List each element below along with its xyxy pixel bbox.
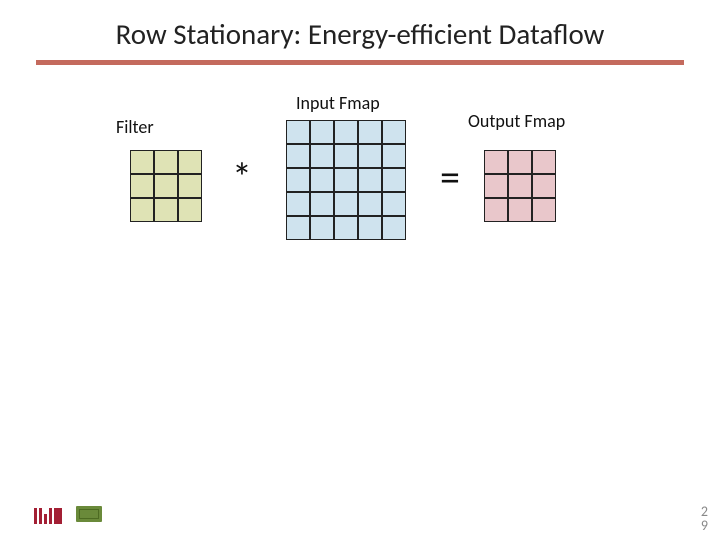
grid-cell bbox=[334, 168, 358, 192]
chip-icon bbox=[76, 506, 102, 522]
grid-cell bbox=[310, 144, 334, 168]
grid-cell bbox=[334, 144, 358, 168]
input-fmap-grid bbox=[286, 120, 406, 240]
grid-cell bbox=[178, 150, 202, 174]
footer-logos bbox=[34, 503, 102, 524]
grid-cell bbox=[358, 216, 382, 240]
grid-cell bbox=[532, 174, 556, 198]
grid-cell bbox=[382, 216, 406, 240]
page-number: 2 9 bbox=[701, 505, 708, 534]
page-number-bottom: 9 bbox=[701, 519, 708, 534]
grid-cell bbox=[508, 150, 532, 174]
grid-cell bbox=[508, 174, 532, 198]
grid-cell bbox=[310, 168, 334, 192]
grid-cell bbox=[130, 150, 154, 174]
grid-cell bbox=[154, 198, 178, 222]
grid-cell bbox=[178, 174, 202, 198]
grid-cell bbox=[154, 150, 178, 174]
input-fmap-label: Input Fmap bbox=[296, 92, 380, 114]
grid-cell bbox=[484, 150, 508, 174]
grid-cell bbox=[178, 198, 202, 222]
grid-cell bbox=[130, 174, 154, 198]
grid-cell bbox=[154, 174, 178, 198]
grid-cell bbox=[358, 144, 382, 168]
output-fmap-label: Output Fmap bbox=[468, 110, 565, 132]
grid-cell bbox=[286, 192, 310, 216]
filter-grid bbox=[130, 150, 202, 222]
grid-cell bbox=[130, 198, 154, 222]
grid-cell bbox=[382, 192, 406, 216]
output-fmap-grid bbox=[484, 150, 556, 222]
grid-cell bbox=[508, 198, 532, 222]
grid-cell bbox=[382, 144, 406, 168]
grid-cell bbox=[334, 216, 358, 240]
conv-operator: * bbox=[232, 158, 252, 198]
grid-cell bbox=[286, 144, 310, 168]
grid-cell bbox=[532, 198, 556, 222]
grid-cell bbox=[484, 198, 508, 222]
filter-label: Filter bbox=[116, 116, 154, 138]
grid-cell bbox=[286, 168, 310, 192]
grid-cell bbox=[286, 216, 310, 240]
grid-cell bbox=[358, 168, 382, 192]
grid-cell bbox=[532, 150, 556, 174]
grid-cell bbox=[310, 192, 334, 216]
grid-cell bbox=[484, 174, 508, 198]
grid-cell bbox=[334, 192, 358, 216]
grid-cell bbox=[310, 120, 334, 144]
title-underline bbox=[36, 60, 684, 65]
grid-cell bbox=[286, 120, 310, 144]
grid-cell bbox=[358, 192, 382, 216]
slide-title: Row Stationary: Energy-efficient Dataflo… bbox=[0, 16, 720, 52]
grid-cell bbox=[382, 168, 406, 192]
equals-operator: = bbox=[440, 158, 460, 198]
mit-logo bbox=[34, 503, 64, 524]
grid-cell bbox=[334, 120, 358, 144]
grid-cell bbox=[382, 120, 406, 144]
slide: { "title": "Row Stationary: Energy-effic… bbox=[0, 0, 720, 540]
grid-cell bbox=[310, 216, 334, 240]
grid-cell bbox=[358, 120, 382, 144]
